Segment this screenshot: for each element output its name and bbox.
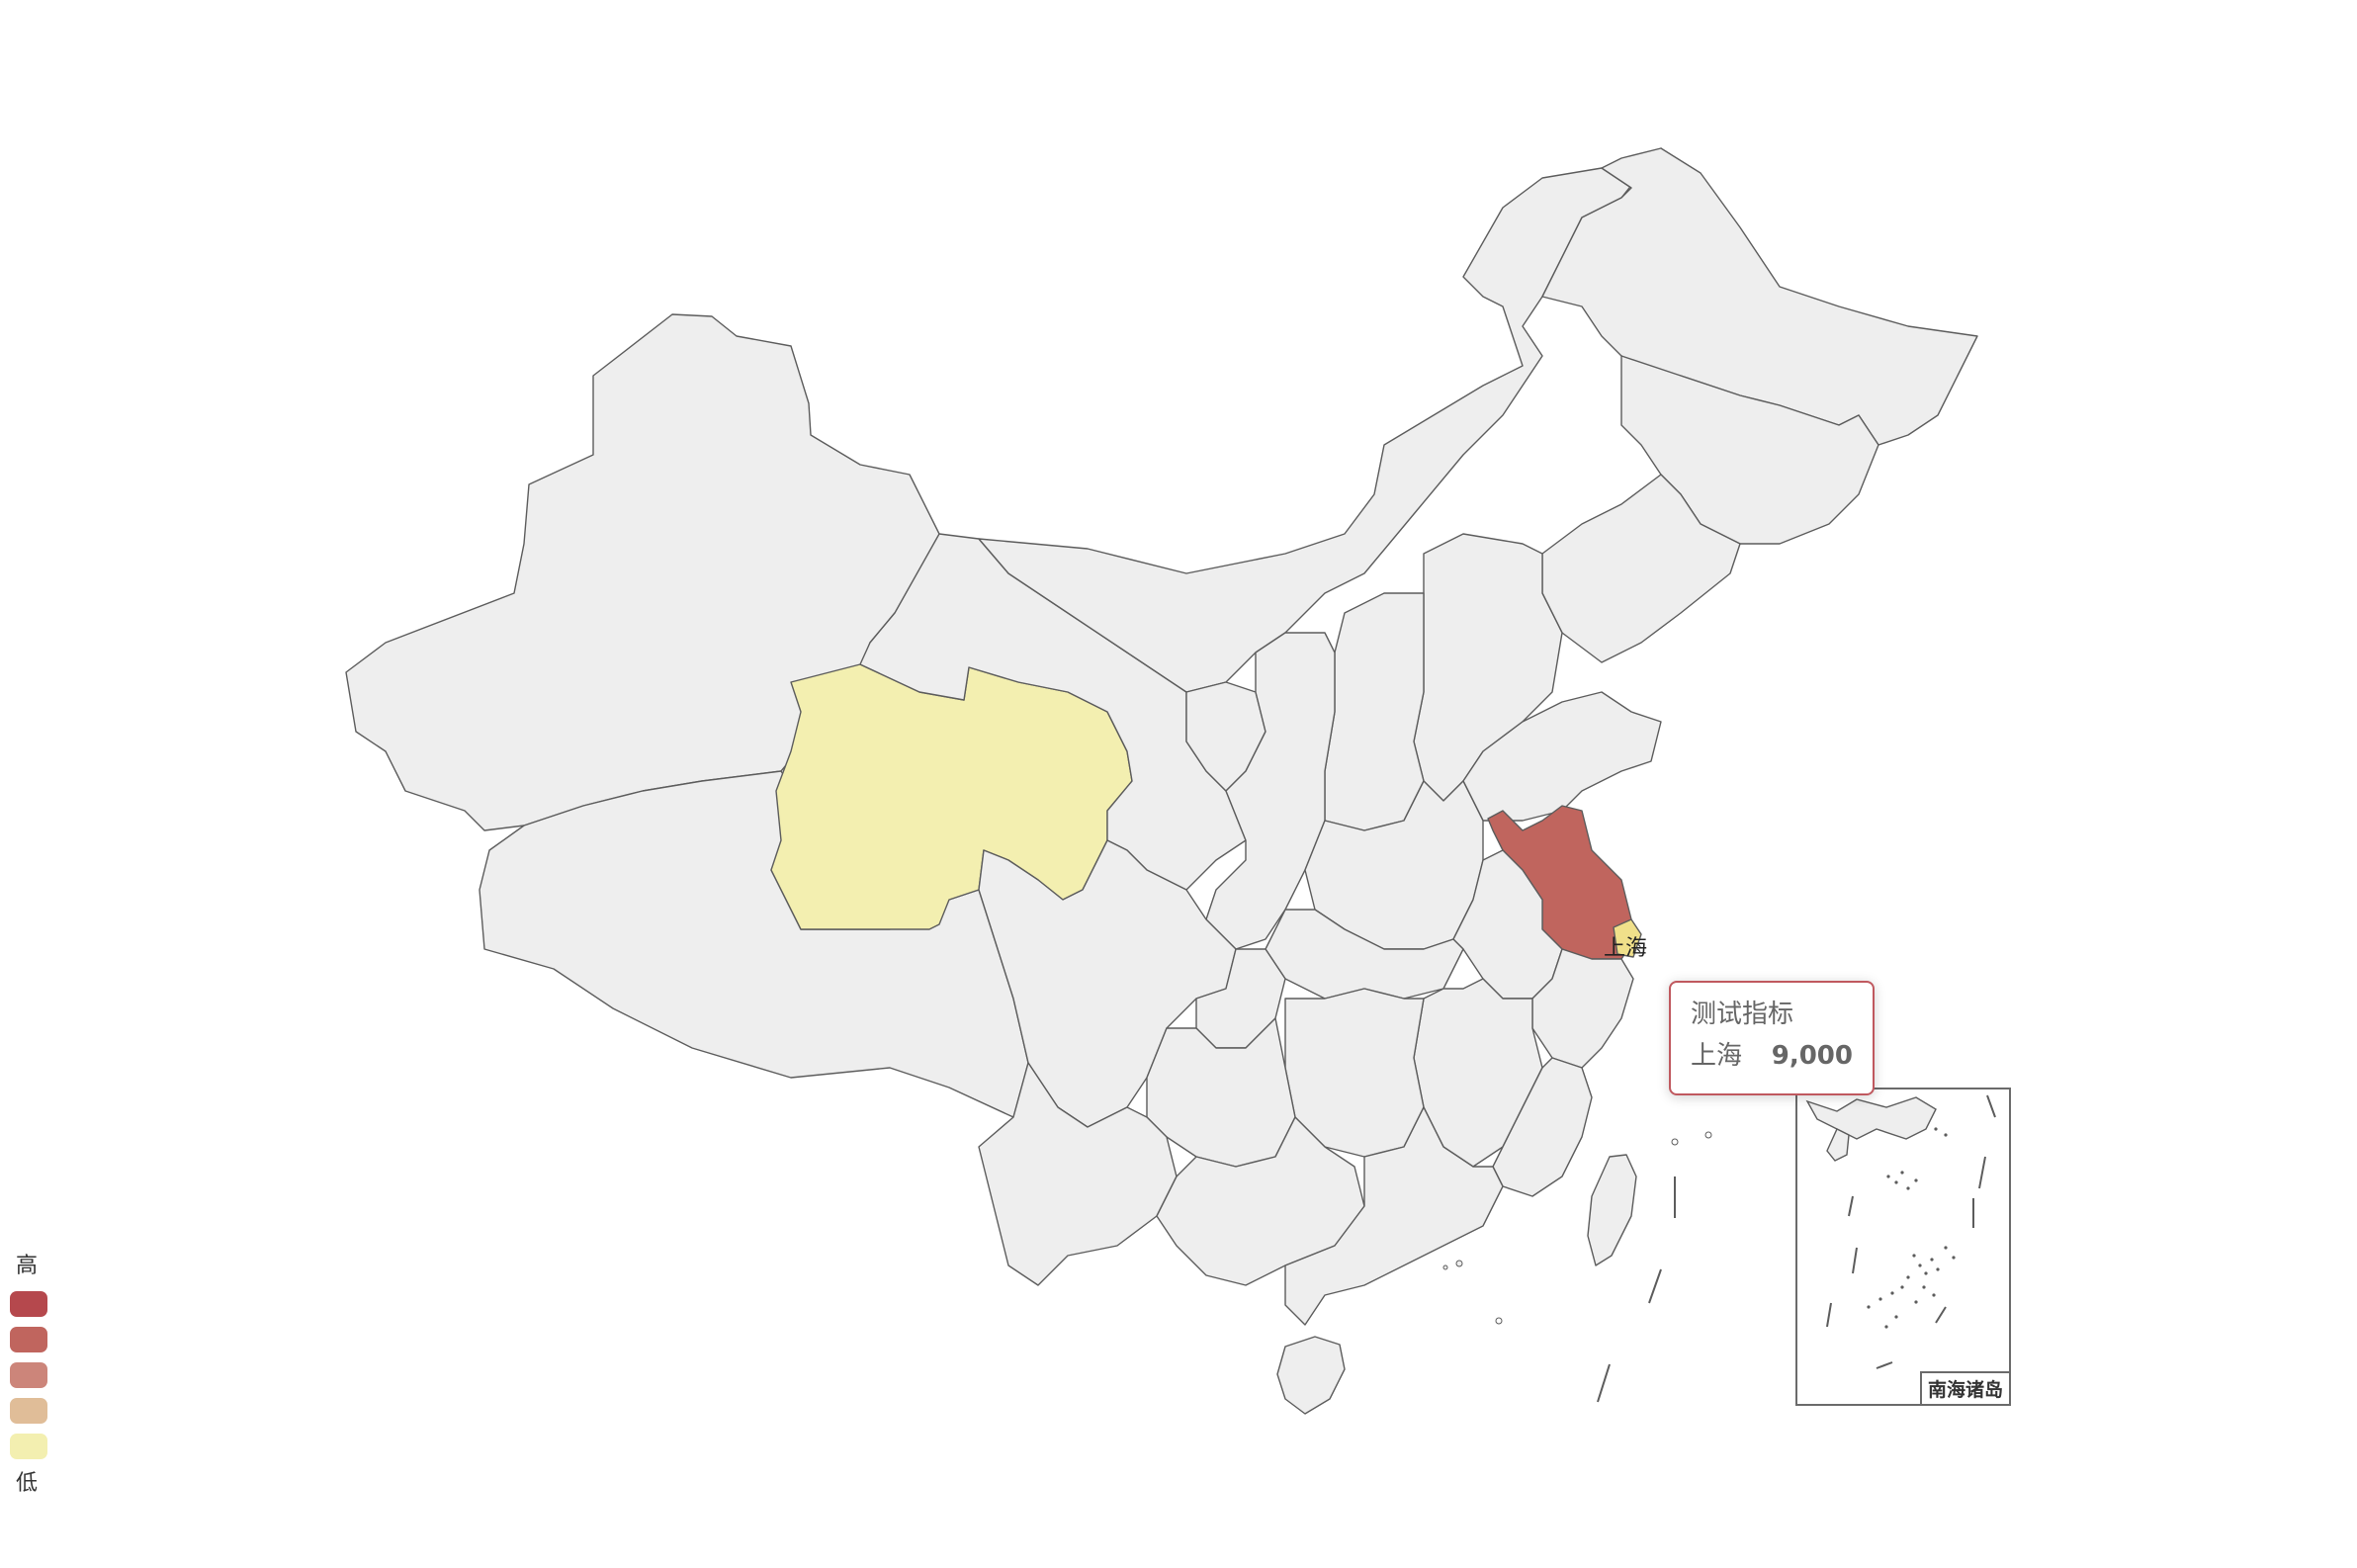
province-guizhou[interactable] — [1146, 1017, 1296, 1168]
tooltip: 测试指标 上海 9,000 — [1669, 981, 1875, 1095]
tooltip-row: 上海 9,000 — [1691, 1036, 1853, 1076]
inset-map — [1805, 1094, 1996, 1369]
province-shanghai[interactable] — [1613, 918, 1642, 958]
sea-boundary-line — [1648, 1268, 1662, 1304]
province-shaanxi[interactable] — [1205, 632, 1336, 950]
province-liaoning[interactable] — [1541, 474, 1741, 663]
inset-hainan — [1826, 1128, 1850, 1162]
region-macau[interactable] — [1442, 1264, 1448, 1270]
legend-swatch-2[interactable] — [10, 1327, 47, 1352]
inset-boundary-line — [1876, 1361, 1893, 1369]
island-dot — [1704, 1131, 1712, 1139]
inset-label: 南海诸岛 — [1919, 1371, 2009, 1404]
inset-boundary-line — [1848, 1195, 1854, 1217]
map-label-shanghai: 上海 — [1604, 936, 1647, 961]
inset-boundary-line — [1826, 1302, 1832, 1328]
inset-boundary-line — [1986, 1094, 1996, 1118]
legend-swatch-4[interactable] — [10, 1398, 47, 1424]
inset-boundary-line — [1978, 1156, 1986, 1189]
inset-boundary-line — [1935, 1306, 1947, 1324]
south-china-sea-inset: 南海诸岛 — [1795, 1088, 2011, 1406]
province-sichuan[interactable] — [978, 839, 1237, 1128]
province-zhejiang[interactable] — [1531, 948, 1634, 1069]
province-hainan[interactable] — [1276, 1336, 1346, 1415]
legend-low-label: 低 — [16, 1471, 39, 1496]
legend-high-label: 高 — [16, 1254, 39, 1278]
legend-swatch-3[interactable] — [10, 1362, 47, 1388]
tooltip-name: 上海 — [1691, 1041, 1743, 1071]
tooltip-title: 测试指标 — [1691, 1000, 1794, 1029]
visual-map-legend: 高 低 — [4, 1252, 63, 1499]
inset-coastline — [1805, 1096, 1937, 1140]
inset-boundary-line — [1852, 1247, 1858, 1274]
inset-islands — [1867, 1127, 1956, 1329]
province-guangdong[interactable] — [1284, 1106, 1504, 1326]
tooltip-value: 9,000 — [1771, 1041, 1853, 1071]
region-hongkong[interactable] — [1455, 1260, 1463, 1267]
legend-swatch-5[interactable] — [10, 1434, 47, 1459]
legend-swatch-1[interactable] — [10, 1291, 47, 1317]
sea-boundary-line — [1597, 1363, 1611, 1403]
province-shandong[interactable] — [1462, 691, 1662, 822]
province-qinghai[interactable] — [770, 663, 1133, 930]
province-hubei[interactable] — [1265, 909, 1464, 1000]
island-dot — [1671, 1138, 1679, 1146]
province-taiwan[interactable] — [1587, 1154, 1637, 1266]
province-jilin[interactable] — [1620, 355, 1879, 545]
island-dot — [1495, 1317, 1503, 1325]
province-shanxi[interactable] — [1324, 592, 1425, 831]
